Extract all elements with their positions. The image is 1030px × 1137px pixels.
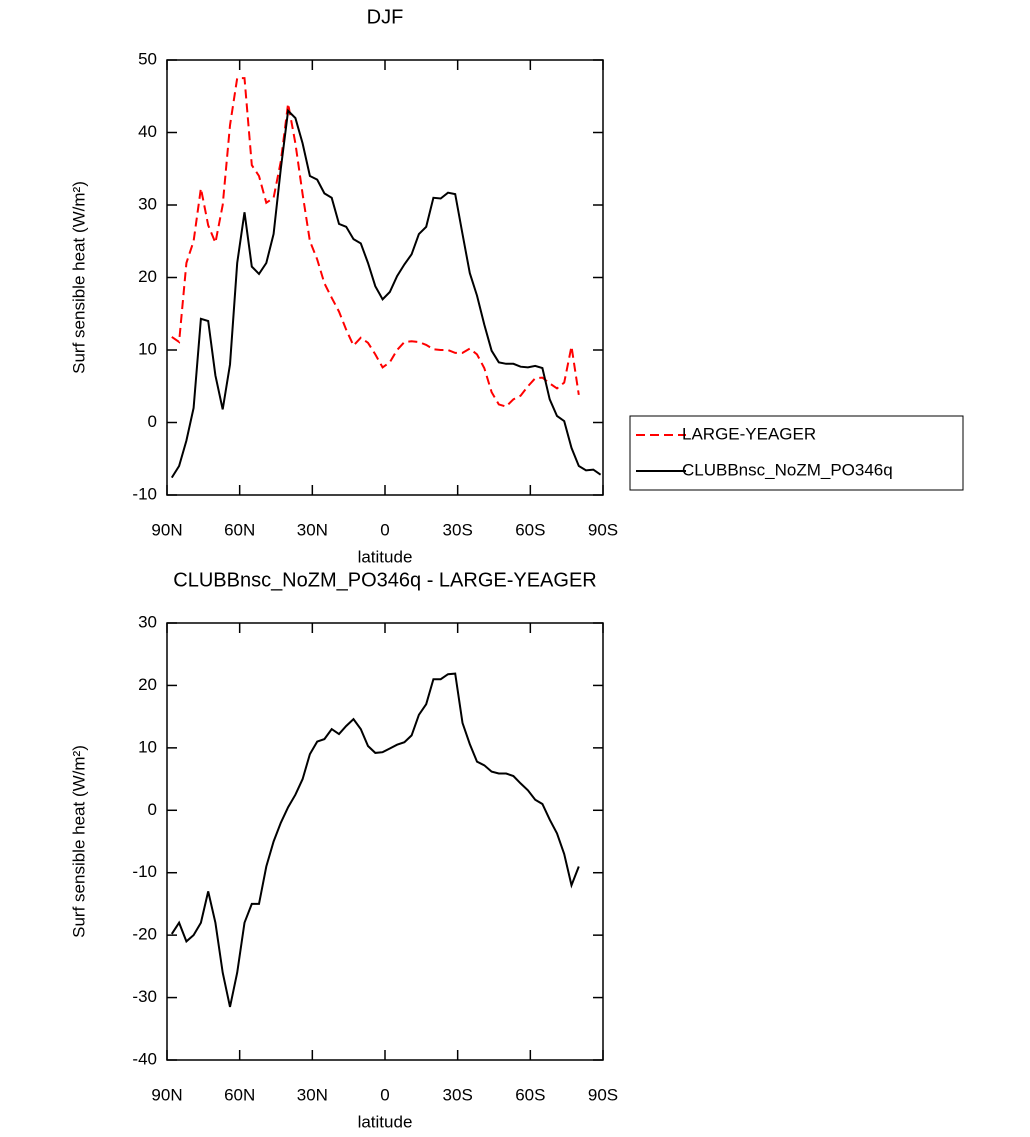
y-tick-label: -10 — [132, 484, 157, 503]
x-tick-label: 30N — [297, 520, 328, 539]
x-axis-label: latitude — [358, 1112, 413, 1131]
x-tick-label: 60N — [224, 520, 255, 539]
y-tick-label: -20 — [132, 925, 157, 944]
y-tick-label: 0 — [148, 412, 157, 431]
x-tick-label: 30S — [443, 1085, 473, 1104]
y-tick-label: 20 — [138, 675, 157, 694]
plot-frame — [166, 59, 604, 496]
y-tick-label: -10 — [132, 862, 157, 881]
plot-frame — [166, 622, 604, 1061]
y-axis-label: Surf sensible heat (W/m²) — [69, 745, 88, 938]
y-tick-label: 40 — [138, 122, 157, 141]
y-tick-label: 10 — [138, 339, 157, 358]
legend-label: CLUBBnsc_NoZM_PO346q — [682, 460, 893, 479]
y-tick-label: 0 — [148, 800, 157, 819]
data-line — [170, 672, 580, 1008]
x-tick-label: 30S — [443, 520, 473, 539]
y-tick-label: 10 — [138, 737, 157, 756]
y-tick-label: -30 — [132, 987, 157, 1006]
x-tick-label: 90N — [151, 1085, 182, 1104]
x-tick-label: 60S — [515, 1085, 545, 1104]
chart-title: CLUBBnsc_NoZM_PO346q - LARGE-YEAGER — [173, 569, 597, 591]
legend-box — [629, 415, 964, 491]
x-tick-label: 60N — [224, 1085, 255, 1104]
x-tick-label: 90S — [588, 1085, 618, 1104]
chart-title: DJF — [367, 6, 404, 28]
x-tick-label: 90S — [588, 520, 618, 539]
data-line — [170, 108, 602, 479]
data-line — [171, 77, 580, 408]
x-axis-label: latitude — [358, 547, 413, 566]
x-tick-label: 90N — [151, 520, 182, 539]
y-axis-label: Surf sensible heat (W/m²) — [69, 181, 88, 374]
x-tick-label: 0 — [380, 520, 389, 539]
y-tick-label: 20 — [138, 267, 157, 286]
y-tick-label: 30 — [138, 194, 157, 213]
y-tick-label: 30 — [138, 612, 157, 631]
x-tick-label: 0 — [380, 1085, 389, 1104]
y-tick-label: 50 — [138, 49, 157, 68]
y-tick-label: -40 — [132, 1049, 157, 1068]
legend-label: LARGE-YEAGER — [682, 424, 816, 443]
x-tick-label: 60S — [515, 520, 545, 539]
x-tick-label: 30N — [297, 1085, 328, 1104]
